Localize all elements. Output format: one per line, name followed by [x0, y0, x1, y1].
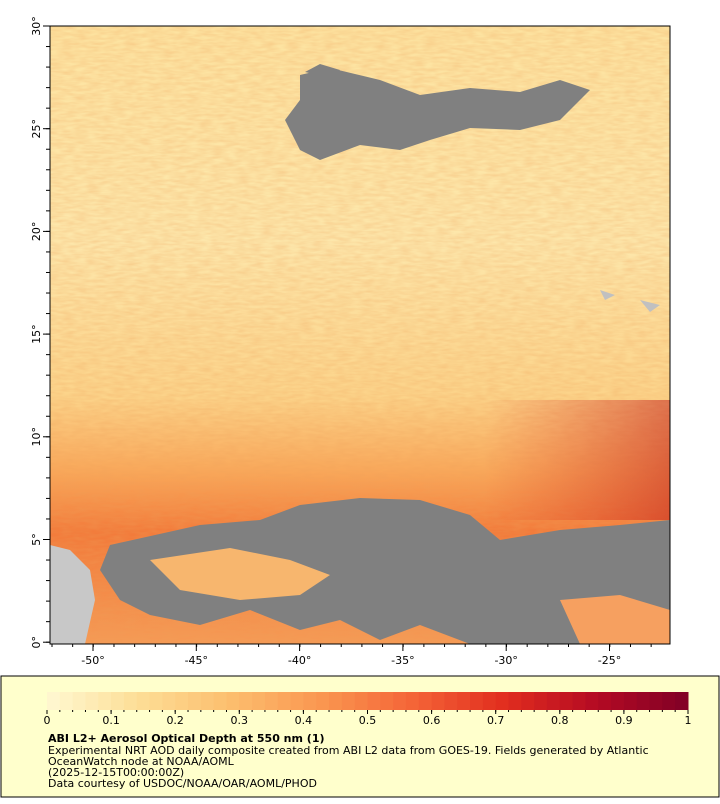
colorbar-swatch [675, 692, 689, 710]
colorbar-swatch [329, 692, 343, 710]
colorbar-swatch [508, 692, 522, 710]
legend-line: Data courtesy of USDOC/NOAA/OAR/AOML/PHO… [48, 777, 317, 790]
colorbar-swatch [534, 692, 548, 710]
legend-line: Experimental NRT AOD daily composite cre… [48, 744, 649, 757]
colorbar-swatch [226, 692, 240, 710]
colorbar-swatch [393, 692, 407, 710]
legend-line: (2025-12-15T00:00:00Z) [48, 766, 184, 779]
colorbar-tick-label: 0.2 [166, 714, 184, 727]
x-tick-label: -40° [288, 654, 311, 667]
colorbar-swatch [59, 692, 74, 710]
colorbar-swatch [290, 692, 304, 710]
colorbar-swatch [482, 692, 497, 710]
colorbar-swatch [636, 692, 651, 710]
colorbar-swatch [585, 692, 599, 710]
colorbar-swatch [123, 692, 138, 710]
y-tick-label: 0° [30, 636, 43, 649]
colorbar-swatch [457, 692, 471, 710]
y-tick-label: 5° [30, 533, 43, 546]
y-tick-label: 30° [30, 16, 43, 36]
colorbar-swatch [303, 692, 317, 710]
colorbar-swatch [316, 692, 330, 710]
colorbar-swatch [264, 692, 279, 710]
colorbar: 0 0.1 0.2 0.3 0.4 0.5 0.6 0.7 0.8 0.9 1 [44, 692, 692, 727]
colorbar-swatch [213, 692, 227, 710]
colorbar-tick-label: 0.5 [359, 714, 377, 727]
colorbar-swatch [431, 692, 445, 710]
map-frame [49, 25, 671, 645]
colorbar-swatch [546, 692, 561, 710]
colorbar-swatch [277, 692, 292, 710]
colorbar-tick-label: 0 [44, 714, 51, 727]
y-tick-label: 20° [30, 222, 43, 242]
colorbar-swatch [162, 692, 176, 710]
colorbar-swatch [470, 692, 484, 710]
colorbar-swatch [380, 692, 394, 710]
x-tick-label: -35° [391, 654, 414, 667]
x-tick-label: -50° [81, 654, 104, 667]
x-tick-label: -30° [494, 654, 517, 667]
colorbar-swatch [149, 692, 163, 710]
colorbar-swatch [98, 692, 112, 710]
colorbar-swatch [559, 692, 574, 710]
colorbar-swatch [623, 692, 638, 710]
colorbar-swatch [72, 692, 86, 710]
colorbar-swatch [136, 692, 151, 710]
colorbar-swatch [418, 692, 433, 710]
axes: -50° -45° -40° -35° -30° -25° 30° 25° 20° 15° 10° 5… [30, 16, 652, 667]
colorbar-tick-label: 0.1 [102, 714, 120, 727]
colorbar-tick-label: 0.4 [295, 714, 313, 727]
colorbar-swatch [341, 692, 356, 710]
legend-title: ABI L2+ Aerosol Optical Depth at 550 nm … [48, 732, 325, 745]
colorbar-tick-label: 0.7 [487, 714, 505, 727]
colorbar-tick-label: 0.3 [231, 714, 249, 727]
colorbar-swatch [598, 692, 612, 710]
colorbar-swatch [611, 692, 625, 710]
colorbar-swatch [252, 692, 266, 710]
colorbar-tick-label: 0.6 [423, 714, 441, 727]
x-tick-label: -45° [185, 654, 208, 667]
y-tick-label: 10° [30, 427, 43, 447]
colorbar-swatch [444, 692, 458, 710]
aod-field [50, 26, 670, 644]
colorbar-swatch [239, 692, 253, 710]
colorbar-tick-label: 1 [685, 714, 692, 727]
y-tick-label: 15° [30, 324, 43, 344]
legend-line: OceanWatch node at NOAA/AOML [48, 755, 235, 768]
colorbar-swatch [649, 692, 663, 710]
colorbar-swatch [47, 692, 61, 710]
colorbar-swatch [354, 692, 368, 710]
colorbar-swatch [662, 692, 676, 710]
colorbar-swatch [175, 692, 189, 710]
colorbar-swatch [521, 692, 535, 710]
colorbar-tick-label: 0.8 [551, 714, 569, 727]
x-tick-label: -25° [598, 654, 621, 667]
colorbar-swatch [572, 692, 586, 710]
colorbar-swatch [405, 692, 420, 710]
colorbar-swatch [367, 692, 381, 710]
colorbar-swatch [188, 692, 202, 710]
colorbar-swatch [85, 692, 99, 710]
colorbar-swatch [111, 692, 125, 710]
colorbar-swatch [200, 692, 215, 710]
colorbar-tick-label: 0.9 [615, 714, 633, 727]
colorbar-swatch [495, 692, 510, 710]
y-tick-label: 25° [30, 119, 43, 139]
